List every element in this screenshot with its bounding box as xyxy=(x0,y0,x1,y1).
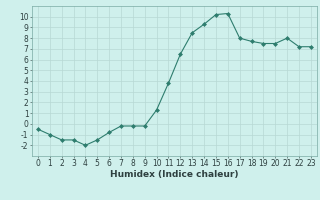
X-axis label: Humidex (Indice chaleur): Humidex (Indice chaleur) xyxy=(110,170,239,179)
